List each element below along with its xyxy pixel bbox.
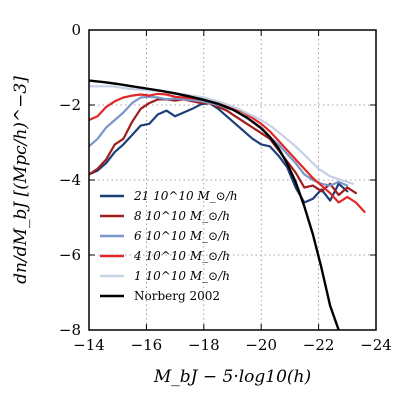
x-tick-label: −22 — [303, 336, 335, 354]
legend-label: 1 10^10 M_⊙/h — [134, 269, 230, 283]
x-tick-label: −18 — [188, 336, 220, 354]
legend-label: Norberg 2002 — [134, 289, 220, 303]
legend-label: 4 10^10 M_⊙/h — [133, 249, 230, 263]
x-axis-label: M_bJ − 5·log10(h) — [153, 367, 311, 387]
x-tick-label: −24 — [360, 336, 392, 354]
x-tick-label: −16 — [131, 336, 163, 354]
series-line-5 — [89, 79, 340, 330]
y-tick-label: −6 — [59, 246, 81, 264]
legend-label: 8 10^10 M_⊙/h — [134, 209, 230, 223]
legend-label: 21 10^10 M_⊙/h — [133, 189, 238, 203]
series-layer — [89, 79, 366, 330]
series-lines — [89, 79, 366, 330]
legend: 21 10^10 M_⊙/h 8 10^10 M_⊙/h 6 10^10 M_⊙/h… — [100, 189, 238, 303]
legend-label: 6 10^10 M_⊙/h — [134, 229, 230, 243]
x-tick-label: −20 — [245, 336, 277, 354]
series-line-1 — [89, 98, 357, 197]
ticks: −14 −16 −18 −20 −22 −24−8−6−4−20 — [59, 21, 392, 354]
y-axis-label: dn/dM_bJ [(Mpc/h)^−3] — [11, 76, 31, 284]
y-tick-label: −2 — [59, 96, 81, 114]
y-tick-label: −4 — [59, 171, 81, 189]
x-tick-label: −14 — [73, 336, 105, 354]
series-line-4 — [89, 85, 355, 185]
grid — [89, 30, 376, 330]
series-line-0 — [89, 101, 349, 204]
y-tick-label: −8 — [59, 321, 81, 339]
y-tick-label: 0 — [71, 21, 81, 39]
